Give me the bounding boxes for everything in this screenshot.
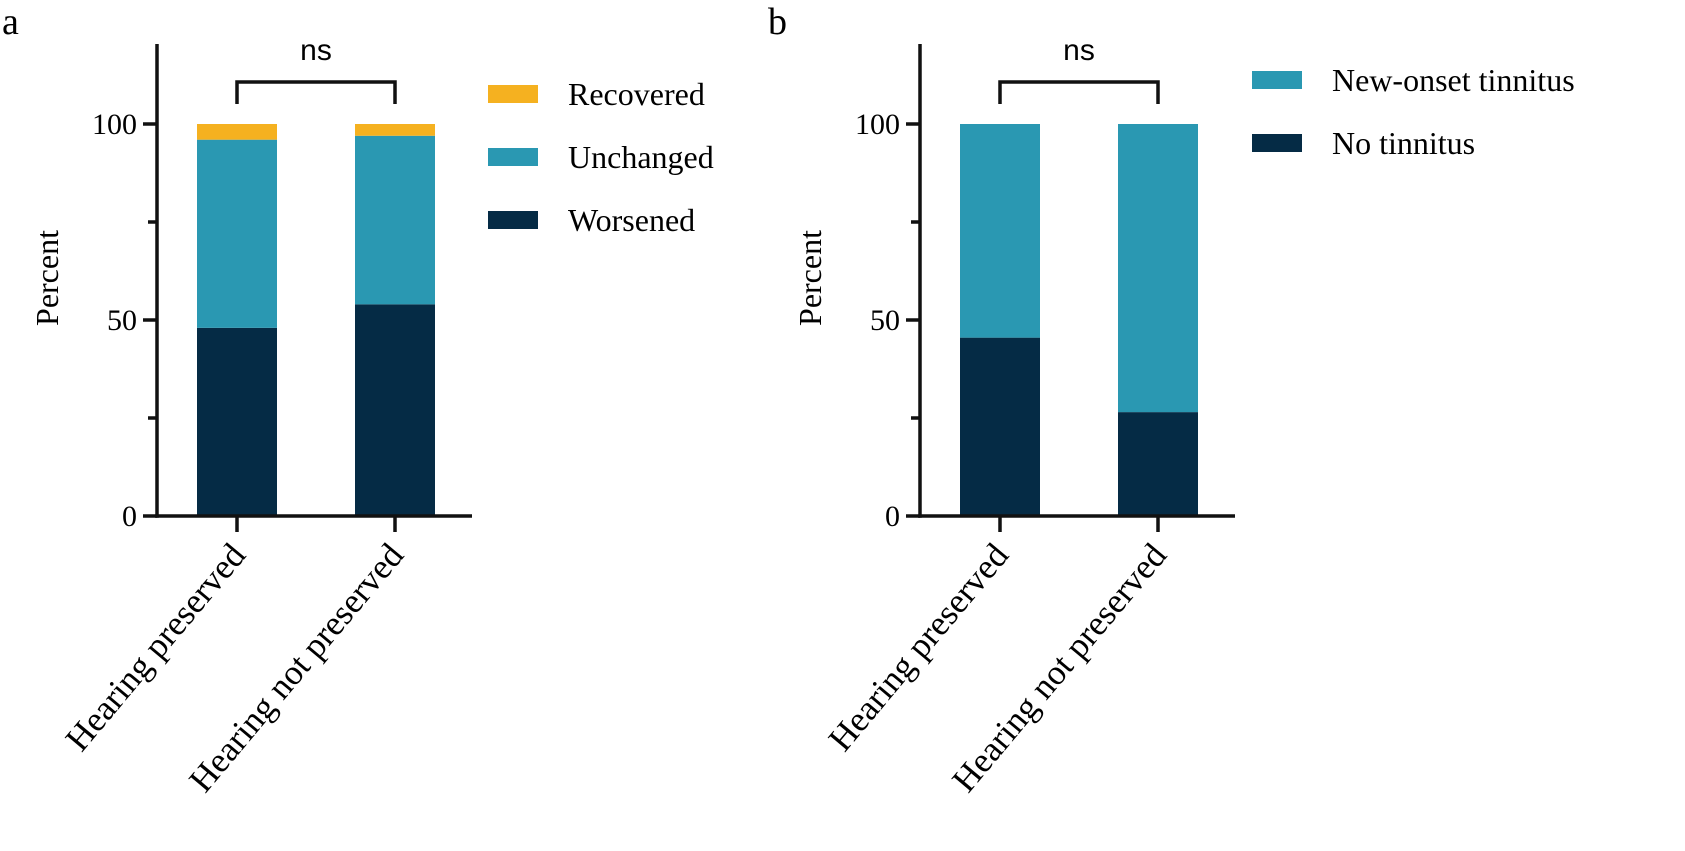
panel-a-category-labels: Hearing preserved Hearing not preserved (58, 536, 412, 800)
panel-b-bar-new-onset-tinnitus (1118, 124, 1198, 413)
panel-b-bars (960, 124, 1198, 516)
panel-b-legend-item: New-onset tinnitus (1252, 62, 1575, 98)
panel-b-y-axis-title: Percent (792, 230, 828, 326)
panel-b-significance: ns (998, 34, 1160, 104)
panel-a-legend: Recovered Unchanged Worsened (488, 76, 714, 238)
panel-a-legend-item: Unchanged (488, 139, 714, 175)
panel-a-legend-label: Recovered (568, 76, 705, 112)
panel-a-legend-label: Unchanged (568, 139, 714, 175)
panel-b-y-tick-label: 0 (885, 500, 900, 533)
panel-b-legend-label: New-onset tinnitus (1332, 62, 1575, 98)
panel-a-legend-swatch (488, 85, 538, 103)
panel-a-bar-worsened (197, 327, 277, 516)
panel-b-legend: New-onset tinnitus No tinnitus (1252, 62, 1575, 161)
panel-b-legend-swatch (1252, 134, 1302, 152)
panel-a-y-axis-title: Percent (29, 230, 65, 326)
panel-a-bar-recovered (355, 124, 435, 136)
panel-a-legend-label: Worsened (568, 202, 695, 238)
panel-a-chart: a Percent 0 50 100 ns Hearing preserved He… (2, 1, 714, 799)
panel-b-significance-bracket (998, 80, 1160, 104)
panel-b-bar-new-onset-tinnitus (960, 124, 1040, 338)
panel-b-significance-label: ns (1063, 34, 1095, 67)
panel-a-legend-swatch (488, 211, 538, 229)
panel-b-bar-no-tinnitus (960, 337, 1040, 516)
panel-a-y-tick-label: 0 (122, 500, 137, 533)
panel-b-bar-no-tinnitus (1118, 412, 1198, 516)
panel-a-axes (155, 44, 472, 532)
panel-a-bar-unchanged (355, 135, 435, 305)
panel-a-label: a (2, 1, 19, 43)
panel-a-bar-recovered (197, 124, 277, 140)
panel-b-chart: b Percent 0 50 100 ns Hearing preserved He… (768, 1, 1575, 799)
panel-b-legend-item: No tinnitus (1252, 125, 1475, 161)
panel-a-significance-label: ns (300, 34, 332, 67)
panel-b-legend-label: No tinnitus (1332, 125, 1475, 161)
panel-a-bar-unchanged (197, 139, 277, 328)
panel-a-significance-bracket (235, 80, 397, 104)
panel-a-y-tick-label: 100 (92, 108, 137, 141)
panel-b-y-tick-label: 50 (870, 304, 900, 337)
panel-a-y-ticks: 0 50 100 (92, 108, 157, 533)
panel-a-y-tick-label: 50 (107, 304, 137, 337)
panel-a-bars (197, 124, 435, 516)
panel-b-label: b (768, 1, 787, 43)
panel-a-bar-worsened (355, 304, 435, 516)
panel-b-legend-swatch (1252, 71, 1302, 89)
panel-a-legend-item: Worsened (488, 202, 695, 238)
panel-b-category-labels: Hearing preserved Hearing not preserved (821, 536, 1175, 800)
panel-b-axes (918, 44, 1235, 532)
panel-a-legend-item: Recovered (488, 76, 705, 112)
panel-b-y-ticks: 0 50 100 (855, 108, 920, 533)
panel-a-legend-swatch (488, 148, 538, 166)
panel-b-y-tick-label: 100 (855, 108, 900, 141)
panel-a-significance: ns (235, 34, 397, 104)
